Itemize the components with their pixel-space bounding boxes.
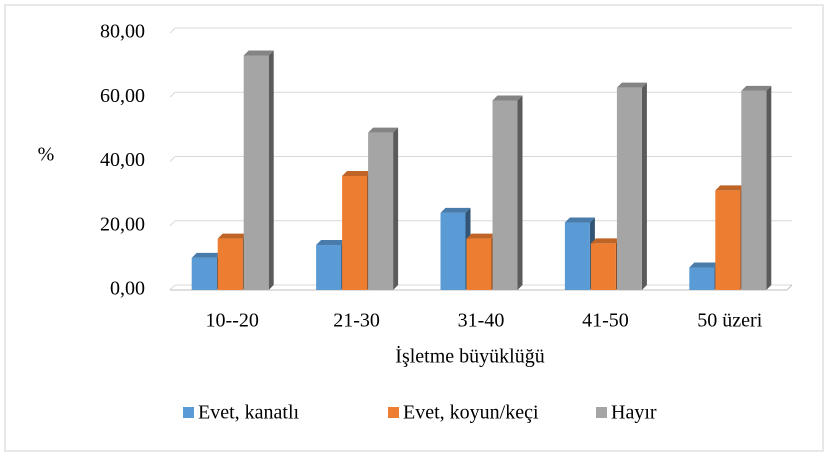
bar-top bbox=[368, 127, 399, 133]
y-tick-label: 80,00 bbox=[100, 21, 145, 43]
bar-side bbox=[268, 50, 274, 290]
bar bbox=[243, 55, 269, 290]
legend-swatch bbox=[388, 407, 399, 418]
bar bbox=[492, 100, 518, 291]
chart-border bbox=[4, 4, 824, 452]
bar-side bbox=[641, 82, 647, 290]
bar bbox=[316, 245, 342, 290]
bar bbox=[191, 257, 217, 290]
bar-top bbox=[342, 170, 373, 176]
bar-top bbox=[616, 82, 647, 88]
y-tick-label: 40,00 bbox=[100, 149, 145, 171]
legend-label: Evet, kanatlı bbox=[198, 402, 300, 424]
grid-line bbox=[169, 156, 176, 162]
bar-top bbox=[564, 217, 595, 223]
bar bbox=[217, 238, 243, 290]
x-axis-label: İşletme büyüklüğü bbox=[395, 345, 544, 368]
x-tick-label: 41-50 bbox=[582, 310, 629, 332]
bar-top bbox=[741, 85, 772, 91]
bar-side bbox=[766, 85, 772, 290]
y-tick-label: 60,00 bbox=[100, 85, 145, 107]
grid-line bbox=[169, 220, 176, 227]
x-tick-label: 10--20 bbox=[206, 310, 259, 332]
bar-top bbox=[440, 207, 471, 213]
bar bbox=[741, 90, 767, 290]
bar-top bbox=[243, 50, 274, 56]
bar-top bbox=[492, 95, 523, 101]
legend-swatch bbox=[183, 407, 194, 418]
bar bbox=[368, 132, 394, 290]
bar-top bbox=[191, 252, 222, 258]
bar-side bbox=[517, 95, 523, 291]
grid-line bbox=[169, 91, 176, 98]
bar-top bbox=[316, 240, 347, 246]
bar bbox=[590, 243, 616, 290]
bar-top bbox=[590, 238, 621, 244]
y-tick-label: 0,00 bbox=[110, 278, 145, 300]
x-axis-line bbox=[786, 284, 793, 291]
legend-label: Evet, koyun/keçi bbox=[403, 402, 539, 424]
bar bbox=[715, 190, 741, 290]
bar bbox=[440, 212, 466, 290]
x-tick-label: 21-30 bbox=[333, 310, 380, 332]
y-tick-label: 20,00 bbox=[100, 213, 145, 235]
grid-line bbox=[169, 27, 176, 34]
bar bbox=[342, 175, 368, 290]
bar-top bbox=[689, 262, 720, 268]
grid-line bbox=[169, 284, 176, 291]
bar-top bbox=[466, 233, 497, 239]
legend-swatch bbox=[596, 407, 607, 418]
bar-top bbox=[715, 185, 746, 191]
y-axis-label: % bbox=[38, 144, 55, 166]
x-tick-label: 31-40 bbox=[458, 310, 505, 332]
bar bbox=[564, 222, 590, 290]
legend-label: Hayır bbox=[611, 402, 657, 424]
bar bbox=[466, 238, 492, 290]
x-tick-label: 50 üzeri bbox=[697, 310, 762, 332]
bar-top bbox=[217, 233, 248, 239]
bar bbox=[616, 87, 642, 290]
bar-side bbox=[393, 127, 399, 291]
bar bbox=[689, 267, 715, 290]
